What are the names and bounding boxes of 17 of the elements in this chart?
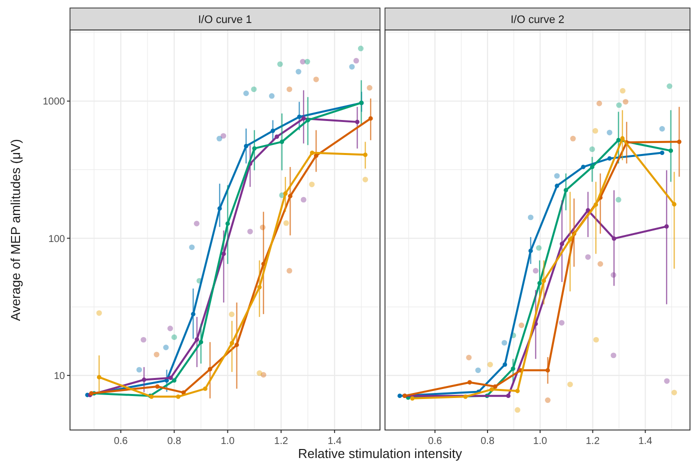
- x-tick-label: 0.8: [167, 436, 182, 447]
- y-tick-label: 100: [48, 234, 66, 245]
- x-tick-label: 1.4: [328, 436, 342, 447]
- y-tick-label: 1000: [42, 96, 66, 108]
- x-tick-label: 1.4: [638, 436, 653, 447]
- y-tick-label: 10: [54, 370, 66, 382]
- x-axis-title: Relative stimulation intensity: [298, 446, 462, 461]
- x-tick-label: 1.0: [533, 436, 548, 447]
- chart-title: I/O curve 1: [198, 14, 252, 26]
- y-axis-title: Average of MEP amlitudes (μV): [8, 139, 23, 321]
- x-tick-label: 0.6: [428, 436, 442, 447]
- x-tick-label: 1.2: [586, 436, 600, 447]
- x-tick-label: 0.6: [114, 436, 128, 447]
- x-tick-label: 0.8: [480, 436, 495, 447]
- x-tick-label: 1.2: [274, 436, 289, 447]
- chart-title: I/O curve 2: [510, 14, 564, 26]
- x-tick-label: 1.0: [220, 436, 236, 447]
